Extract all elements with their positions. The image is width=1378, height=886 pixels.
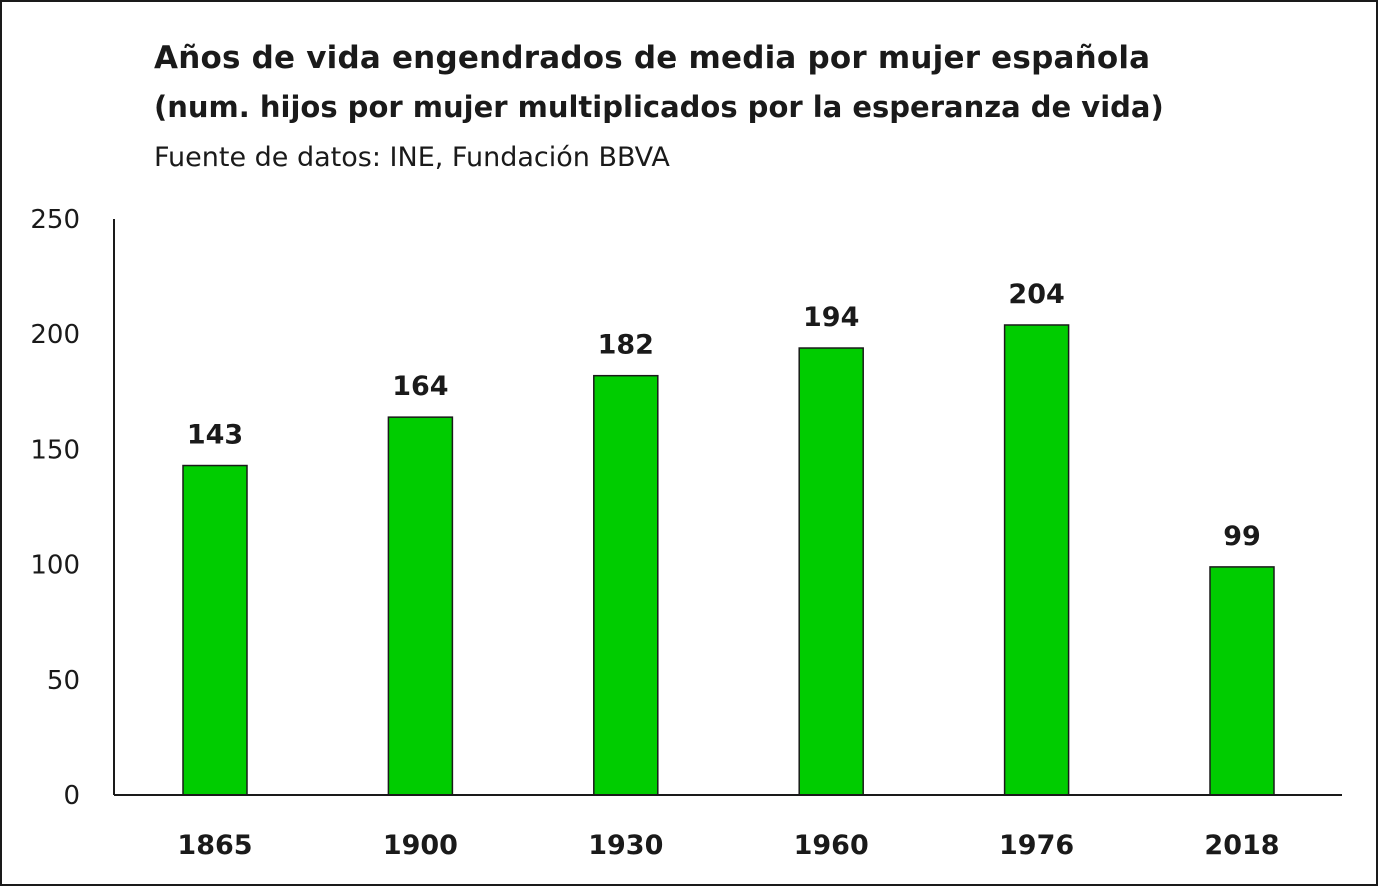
y-axis-ticks: 0 50 100 150 200 250 [30, 205, 80, 811]
chart-source: Fuente de datos: INE, Fundación BBVA [154, 142, 670, 173]
bar-2018 [1209, 566, 1275, 796]
data-label-1865: 143 [187, 420, 243, 451]
x-tick-label-1976: 1976 [999, 830, 1074, 861]
bar-1930 [593, 374, 659, 796]
data-label-1900: 164 [392, 371, 448, 402]
data-labels-group: 143 164 182 194 204 99 [187, 279, 1261, 552]
x-tick-label-2018: 2018 [1204, 830, 1279, 861]
bars-group [182, 324, 1275, 796]
x-tick-label-1865: 1865 [177, 830, 252, 861]
y-tick-label: 250 [30, 205, 80, 235]
data-label-2018: 99 [1223, 521, 1261, 552]
data-label-1976: 204 [1008, 279, 1064, 310]
data-label-1960: 194 [803, 302, 859, 333]
y-tick-label: 50 [47, 666, 80, 696]
x-axis-labels: 1865 1900 1930 1960 1976 2018 [177, 830, 1279, 861]
bar-1976 [1003, 324, 1070, 796]
data-label-1930: 182 [598, 330, 654, 361]
y-tick-label: 100 [30, 551, 80, 581]
y-tick-label: 150 [30, 435, 80, 465]
x-tick-label-1960: 1960 [794, 830, 869, 861]
chart-subtitle: (num. hijos por mujer multiplicados por … [154, 90, 1164, 124]
bar-1900 [387, 416, 454, 796]
bar-1960 [798, 347, 864, 796]
bar-1865 [182, 464, 248, 796]
x-tick-label-1930: 1930 [588, 830, 663, 861]
y-tick-label: 0 [63, 781, 80, 811]
chart-title: Años de vida engendrados de media por mu… [154, 40, 1151, 76]
y-tick-label: 200 [30, 320, 80, 350]
x-tick-label-1900: 1900 [383, 830, 458, 861]
